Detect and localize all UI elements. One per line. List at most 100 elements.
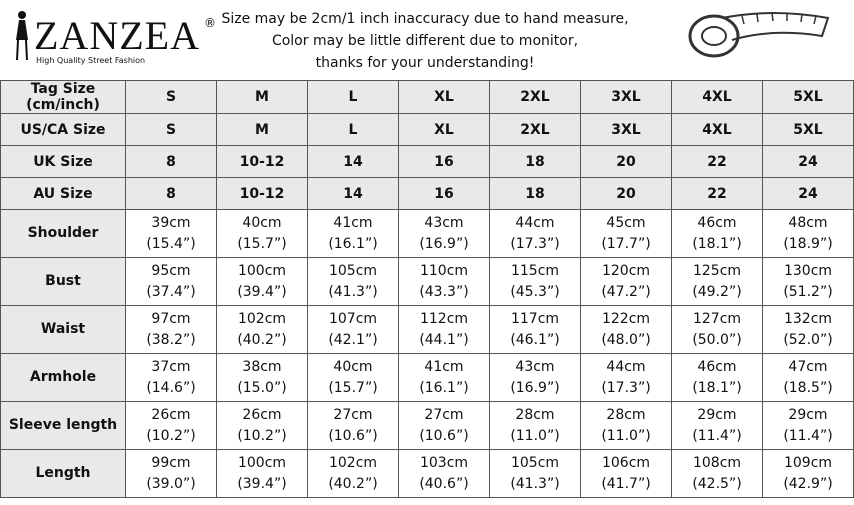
measure-cell: 40cm (15.7”) bbox=[216, 209, 308, 258]
cm-value: 40cm bbox=[242, 214, 282, 231]
inch-value: (14.6”) bbox=[146, 379, 196, 396]
inch-value: (10.6”) bbox=[419, 427, 469, 444]
inch-value: (49.2”) bbox=[692, 283, 742, 300]
inch-value: (10.2”) bbox=[146, 427, 196, 444]
cm-value: 99cm bbox=[151, 454, 191, 471]
cm-value: 95cm bbox=[151, 262, 191, 279]
logo-figure bbox=[16, 11, 28, 61]
measure-cell: 122cm (48.0”) bbox=[580, 305, 672, 354]
measure-cell: 105cm (41.3”) bbox=[307, 257, 399, 306]
measure-cell: 97cm (38.2”) bbox=[125, 305, 217, 354]
measure-cell: 112cm (44.1”) bbox=[398, 305, 490, 354]
measure-cell: 132cm (52.0”) bbox=[762, 305, 854, 354]
measure-cell: 39cm (15.4”) bbox=[125, 209, 217, 258]
measure-cell: 43cm (16.9”) bbox=[489, 353, 581, 402]
cm-value: 46cm bbox=[697, 358, 737, 375]
inch-value: (48.0”) bbox=[601, 331, 651, 348]
cm-value: 120cm bbox=[601, 262, 651, 279]
inch-value: (10.6”) bbox=[328, 427, 378, 444]
inch-value: (52.0”) bbox=[783, 331, 833, 348]
cm-value: 110cm bbox=[419, 262, 469, 279]
inch-value: (50.0”) bbox=[692, 331, 742, 348]
size-cell: M bbox=[216, 80, 308, 114]
inch-value: (16.9”) bbox=[419, 235, 469, 252]
measure-row: Armhole 37cm (14.6”) 38cm (15.0”) 40cm (15.7”)… bbox=[0, 353, 854, 402]
size-cell: S bbox=[125, 80, 217, 114]
inch-value: (41.7”) bbox=[601, 475, 651, 492]
measure-row: Shoulder 39cm (15.4”) 40cm (15.7”) 41cm (16.1”… bbox=[0, 209, 854, 258]
measure-cell: 29cm (11.4”) bbox=[762, 401, 854, 450]
cm-value: 27cm bbox=[333, 406, 373, 423]
inch-value: (16.1”) bbox=[419, 379, 469, 396]
measure-cell: 120cm (47.2”) bbox=[580, 257, 672, 306]
size-cell: 24 bbox=[762, 177, 854, 210]
inch-value: (40.2”) bbox=[328, 475, 378, 492]
inch-value: (17.3”) bbox=[510, 235, 560, 252]
cm-value: 115cm bbox=[510, 262, 560, 279]
inch-value: (39.4”) bbox=[237, 283, 287, 300]
inch-value: (38.2”) bbox=[146, 331, 196, 348]
measure-cell: 29cm (11.4”) bbox=[671, 401, 763, 450]
inch-value: (15.4”) bbox=[146, 235, 196, 252]
brand-mark: ® bbox=[204, 16, 216, 30]
inch-value: (16.1”) bbox=[328, 235, 378, 252]
cm-value: 103cm bbox=[419, 454, 469, 471]
cm-value: 43cm bbox=[424, 214, 464, 231]
inch-value: (18.9”) bbox=[783, 235, 833, 252]
cm-value: 46cm bbox=[697, 214, 737, 231]
size-row: AU Size 8 10-12 14 16 18 20 22 24 bbox=[0, 177, 854, 210]
measure-cell: 115cm (45.3”) bbox=[489, 257, 581, 306]
cm-value: 48cm bbox=[788, 214, 828, 231]
measure-cell: 27cm (10.6”) bbox=[307, 401, 399, 450]
row-label: Bust bbox=[0, 257, 126, 306]
size-cell: S bbox=[125, 113, 217, 146]
size-cell: 5XL bbox=[762, 80, 854, 114]
inch-value: (40.2”) bbox=[237, 331, 287, 348]
inch-value: (11.4”) bbox=[783, 427, 833, 444]
size-cell: 14 bbox=[307, 145, 399, 178]
measure-cell: 99cm (39.0”) bbox=[125, 449, 217, 498]
cm-value: 100cm bbox=[237, 262, 287, 279]
size-cell: XL bbox=[398, 80, 490, 114]
row-label: UK Size bbox=[0, 145, 126, 178]
cm-value: 44cm bbox=[606, 358, 646, 375]
cm-value: 117cm bbox=[510, 310, 560, 327]
size-cell: M bbox=[216, 113, 308, 146]
cm-value: 27cm bbox=[424, 406, 464, 423]
inch-value: (39.4”) bbox=[237, 475, 287, 492]
size-cell: 16 bbox=[398, 177, 490, 210]
cm-value: 105cm bbox=[510, 454, 560, 471]
size-cell: 8 bbox=[125, 177, 217, 210]
size-cell: 20 bbox=[580, 177, 672, 210]
inch-value: (37.4”) bbox=[146, 283, 196, 300]
cm-value: 100cm bbox=[237, 454, 287, 471]
cm-value: 41cm bbox=[424, 358, 464, 375]
measure-cell: 26cm (10.2”) bbox=[125, 401, 217, 450]
size-cell: 22 bbox=[671, 145, 763, 178]
measure-row: Bust 95cm (37.4”) 100cm (39.4”) 105cm (41.3”) 1… bbox=[0, 257, 854, 306]
cm-value: 97cm bbox=[151, 310, 191, 327]
cm-value: 105cm bbox=[328, 262, 378, 279]
cm-value: 44cm bbox=[515, 214, 555, 231]
size-cell: 10-12 bbox=[216, 145, 308, 178]
measure-cell: 41cm (16.1”) bbox=[398, 353, 490, 402]
label-line: (cm/inch) bbox=[26, 97, 100, 113]
measure-cell: 26cm (10.2”) bbox=[216, 401, 308, 450]
measure-row: Sleeve length 26cm (10.2”) 26cm (10.2”) 27cm (… bbox=[0, 401, 854, 450]
measure-cell: 102cm (40.2”) bbox=[216, 305, 308, 354]
row-label: Shoulder bbox=[0, 209, 126, 258]
measure-cell: 28cm (11.0”) bbox=[580, 401, 672, 450]
inch-value: (15.0”) bbox=[237, 379, 287, 396]
cm-value: 26cm bbox=[151, 406, 191, 423]
notice-line: Size may be 2cm/1 inch inaccuracy due to… bbox=[221, 11, 629, 27]
inch-value: (10.2”) bbox=[237, 427, 287, 444]
measure-cell: 41cm (16.1”) bbox=[307, 209, 399, 258]
row-label: Sleeve length bbox=[0, 401, 126, 450]
measure-cell: 45cm (17.7”) bbox=[580, 209, 672, 258]
size-cell: 4XL bbox=[671, 80, 763, 114]
inch-value: (40.6”) bbox=[419, 475, 469, 492]
cm-value: 122cm bbox=[601, 310, 651, 327]
inch-value: (11.0”) bbox=[601, 427, 651, 444]
measure-row: Waist 97cm (38.2”) 102cm (40.2”) 107cm (42.1”)… bbox=[0, 305, 854, 354]
measure-cell: 106cm (41.7”) bbox=[580, 449, 672, 498]
